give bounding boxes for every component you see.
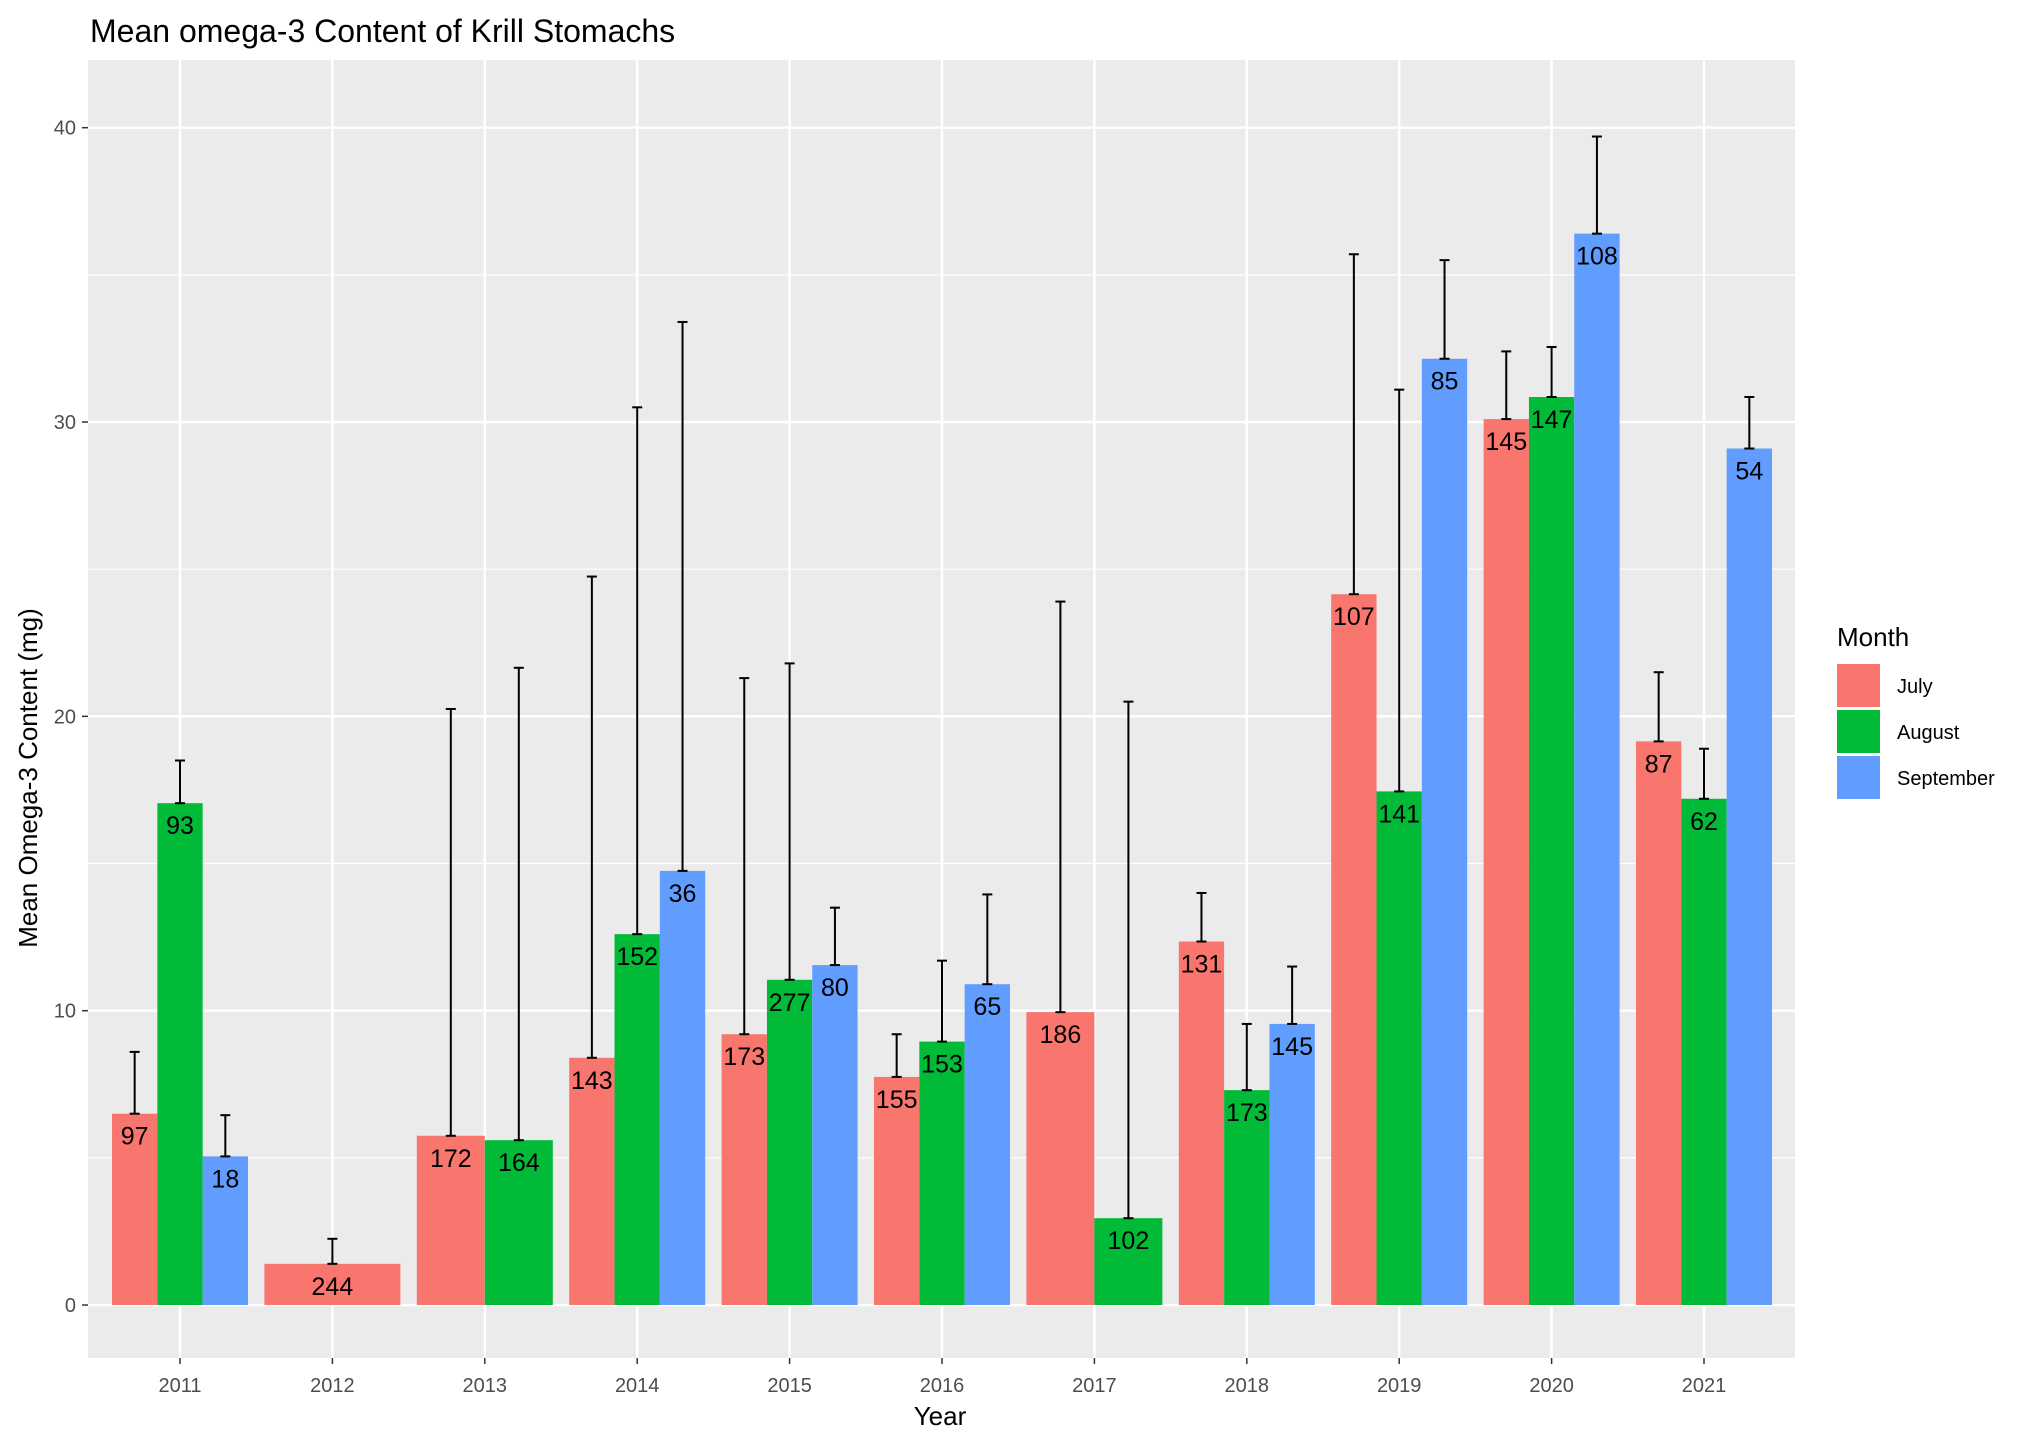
bar-label: 102 bbox=[1108, 1227, 1150, 1255]
x-tick-label: 2020 bbox=[1529, 1375, 1574, 1397]
bar-august-2016 bbox=[919, 1041, 965, 1306]
x-tick-label: 2012 bbox=[310, 1375, 355, 1397]
bar-label: 108 bbox=[1576, 243, 1618, 271]
bar-label: 54 bbox=[1735, 458, 1763, 486]
bars bbox=[112, 233, 1772, 1306]
bar-september-2019 bbox=[1421, 358, 1468, 1306]
bar-label: 172 bbox=[430, 1145, 472, 1173]
legend-key-july bbox=[1837, 664, 1880, 707]
bar-august-2013 bbox=[484, 1140, 553, 1306]
bar-july-2014 bbox=[569, 1057, 615, 1306]
bar-label: 173 bbox=[723, 1043, 765, 1071]
bar-august-2018 bbox=[1224, 1090, 1270, 1306]
bar-label: 141 bbox=[1378, 800, 1420, 828]
error-bars bbox=[129, 135, 1755, 1265]
x-tick-label: 2011 bbox=[158, 1375, 201, 1397]
bar-label: 143 bbox=[571, 1067, 613, 1095]
legend-label-september: September bbox=[1897, 768, 1995, 790]
bar-label: 153 bbox=[921, 1051, 963, 1079]
bar-label: 186 bbox=[1040, 1021, 1082, 1049]
bar-july-2021 bbox=[1636, 741, 1682, 1306]
bar-label: 155 bbox=[876, 1086, 918, 1114]
bar-september-2015 bbox=[812, 965, 858, 1306]
bar-september-2016 bbox=[964, 984, 1010, 1306]
bar-september-2021 bbox=[1726, 448, 1772, 1306]
x-tick-label: 2016 bbox=[920, 1375, 965, 1397]
bar-july-2013 bbox=[416, 1135, 485, 1306]
bar-august-2021 bbox=[1681, 798, 1727, 1306]
y-tick-label: 10 bbox=[54, 1001, 76, 1023]
bar-label: 107 bbox=[1333, 603, 1375, 631]
x-tick-label: 2013 bbox=[463, 1375, 508, 1397]
x-tick-label: 2014 bbox=[615, 1375, 660, 1397]
y-axis: 0 10 20 30 40 bbox=[54, 118, 88, 1317]
bar-july-2018 bbox=[1178, 941, 1225, 1306]
y-tick-label: 40 bbox=[54, 118, 76, 140]
y-tick-label: 30 bbox=[54, 412, 76, 434]
x-tick-label: 2015 bbox=[767, 1375, 812, 1397]
y-tick-label: 0 bbox=[65, 1295, 76, 1317]
legend-key-august bbox=[1837, 710, 1880, 753]
bar-label: 147 bbox=[1531, 406, 1573, 434]
bar-label: 164 bbox=[498, 1149, 540, 1177]
bar-label: 80 bbox=[821, 974, 849, 1002]
x-tick-label: 2019 bbox=[1377, 1375, 1422, 1397]
bar-july-2011 bbox=[112, 1113, 158, 1306]
y-tick-label: 20 bbox=[54, 706, 76, 728]
x-tick-label: 2018 bbox=[1225, 1375, 1270, 1397]
bar-july-2016 bbox=[874, 1076, 920, 1306]
bar-september-2018 bbox=[1269, 1023, 1315, 1306]
bar-label: 244 bbox=[312, 1273, 354, 1301]
legend-label-july: July bbox=[1897, 676, 1933, 698]
legend: Month July August September bbox=[1837, 622, 1995, 799]
bar-july-2019 bbox=[1331, 594, 1377, 1306]
bar-label: 145 bbox=[1485, 428, 1527, 456]
bar-july-2015 bbox=[721, 1034, 767, 1306]
bar-september-2020 bbox=[1574, 233, 1620, 1306]
legend-key-september bbox=[1837, 756, 1880, 799]
x-axis-title: Year bbox=[914, 1401, 967, 1431]
bar-august-2015 bbox=[766, 979, 813, 1306]
bar-label: 18 bbox=[211, 1165, 239, 1193]
bar-september-2011 bbox=[202, 1156, 248, 1306]
bar-label: 36 bbox=[669, 880, 697, 908]
chart-title: Mean omega-3 Content of Krill Stomachs bbox=[90, 13, 675, 49]
legend-label-august: August bbox=[1897, 722, 1960, 744]
bar-label: 93 bbox=[166, 812, 194, 840]
bar-august-2011 bbox=[157, 803, 203, 1306]
bar-september-2014 bbox=[659, 870, 706, 1306]
bar-label: 145 bbox=[1271, 1033, 1313, 1061]
bar-label: 152 bbox=[616, 943, 658, 971]
bar-august-2019 bbox=[1376, 791, 1422, 1306]
legend-title: Month bbox=[1837, 622, 1909, 652]
bar-label: 131 bbox=[1181, 951, 1223, 979]
y-axis-title: Mean Omega-3 Content (mg) bbox=[13, 608, 43, 948]
bar-label: 62 bbox=[1690, 808, 1718, 836]
bar-july-2020 bbox=[1483, 419, 1529, 1306]
bar-august-2014 bbox=[614, 934, 660, 1306]
bar-label: 173 bbox=[1226, 1099, 1268, 1127]
bar-label: 97 bbox=[121, 1123, 149, 1151]
bar-label: 277 bbox=[769, 989, 811, 1017]
bar-july-2012 bbox=[264, 1263, 401, 1306]
x-tick-label: 2021 bbox=[1682, 1375, 1727, 1397]
x-axis: 2011 2012 2013 2014 2015 2016 2017 2018 2019 2020… bbox=[158, 1358, 1726, 1397]
bar-label: 85 bbox=[1431, 368, 1459, 396]
x-tick-label: 2017 bbox=[1072, 1375, 1117, 1397]
bar-august-2017 bbox=[1094, 1218, 1163, 1306]
bar-august-2020 bbox=[1528, 397, 1575, 1306]
bar-label: 87 bbox=[1645, 750, 1673, 778]
bar-july-2017 bbox=[1026, 1012, 1095, 1306]
bar-label: 65 bbox=[973, 993, 1001, 1021]
